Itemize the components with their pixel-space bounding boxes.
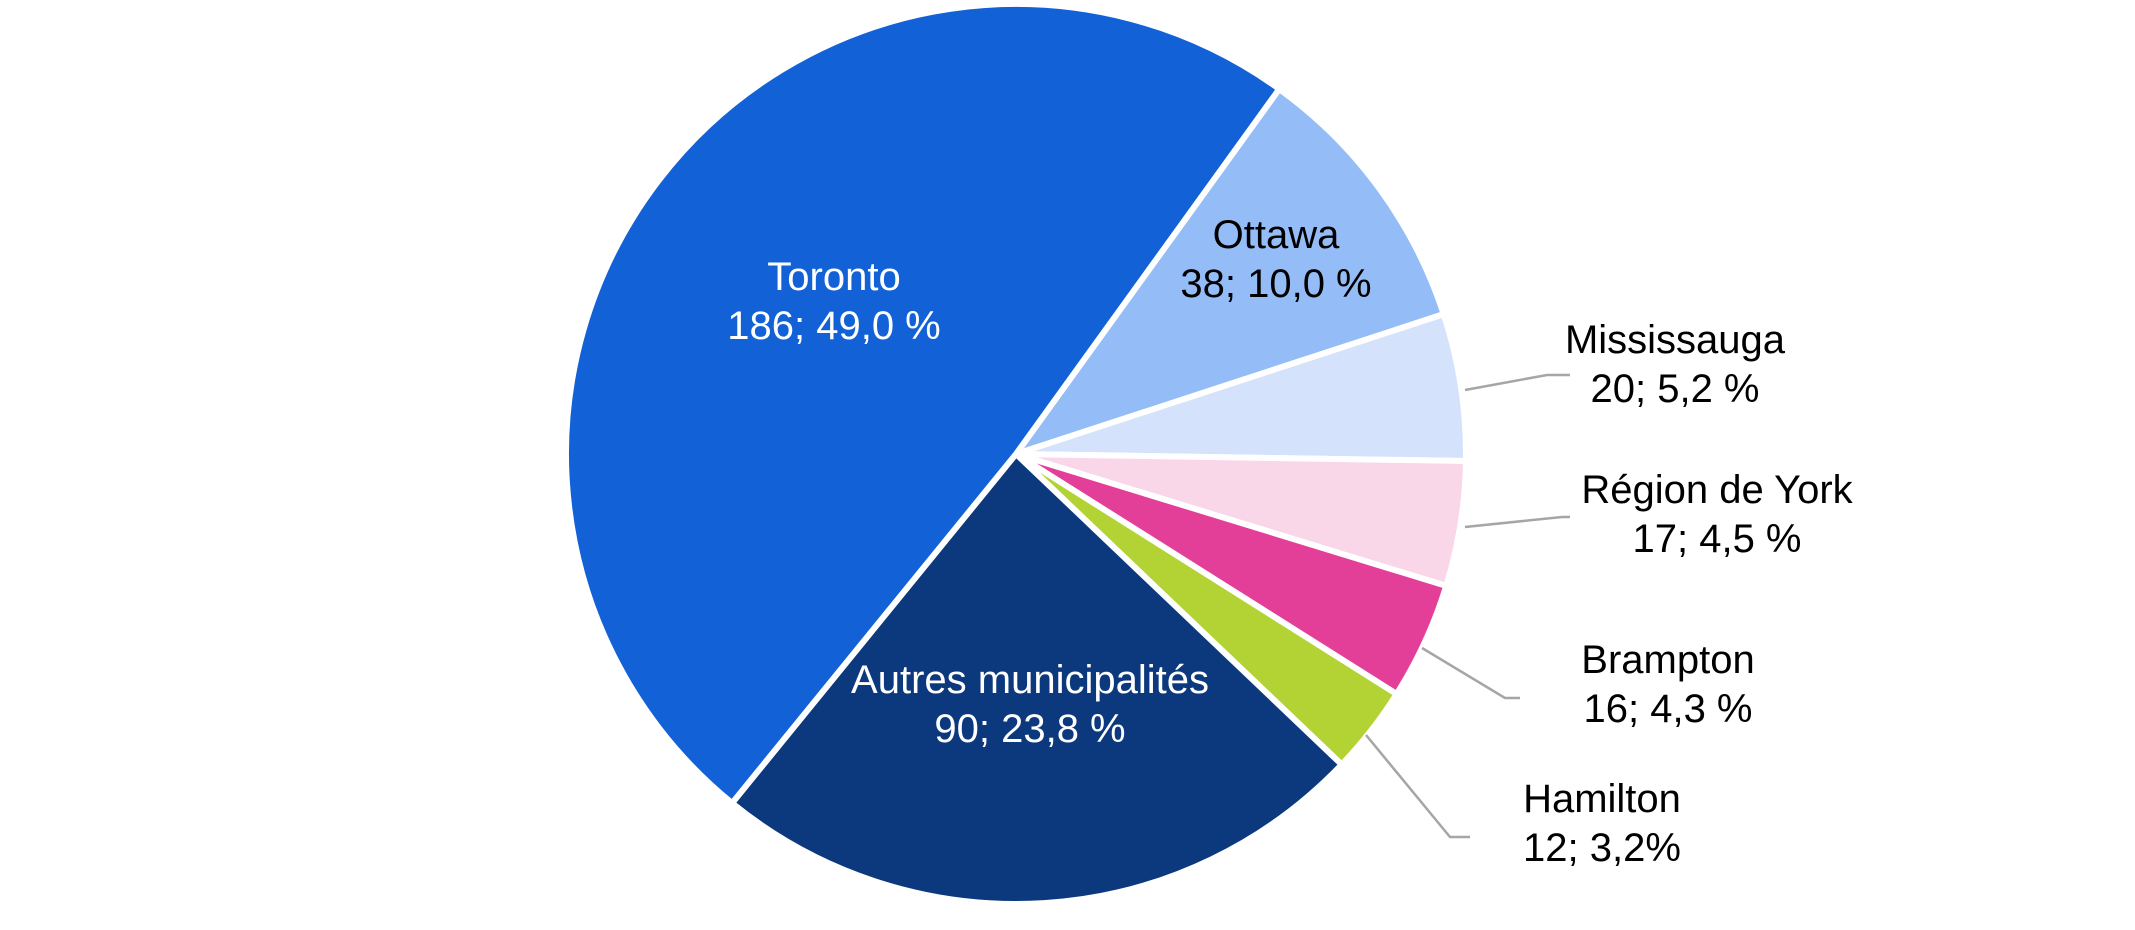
slice-value-label-toronto: 186; 49,0 % [727,304,941,348]
leader-lines [1365,373,1570,839]
slice-name-label-toronto: Toronto [767,255,900,299]
slice-labels: Ottawa 38; 10,0 % Mississauga 20; 5,2 % Régi… [727,213,1853,870]
slice-name-label-mississauga: Mississauga [1565,318,1786,362]
slice-name-label-autres-municipalites: Autres municipalités [851,658,1209,702]
pie-slice-toronto [563,1,1283,807]
leader-line-hamilton [1365,734,1470,839]
slice-name-label-brampton: Brampton [1581,638,1754,682]
pie-slices [563,1,1469,907]
slice-value-label-mississauga: 20; 5,2 % [1590,367,1759,411]
slice-value-label-hamilton: 12; 3,2% [1523,826,1681,870]
slice-name-label-region-de-york: Région de York [1581,468,1853,512]
leader-line-region-de-york [1464,515,1570,529]
slice-name-label-ottawa: Ottawa [1213,213,1340,257]
pie-slice-autres-municipalites [729,451,1345,907]
slice-value-label-region-de-york: 17; 4,5 % [1632,517,1801,561]
slice-name-label-hamilton: Hamilton [1523,777,1681,821]
leader-line-brampton [1421,646,1520,700]
slice-value-label-brampton: 16; 4,3 % [1583,687,1752,731]
slice-value-label-autres-municipalites: 90; 23,8 % [934,707,1125,751]
leader-line-mississauga [1464,373,1570,392]
pie-slice-ottawa [1013,86,1447,457]
slice-value-label-ottawa: 38; 10,0 % [1180,262,1371,306]
